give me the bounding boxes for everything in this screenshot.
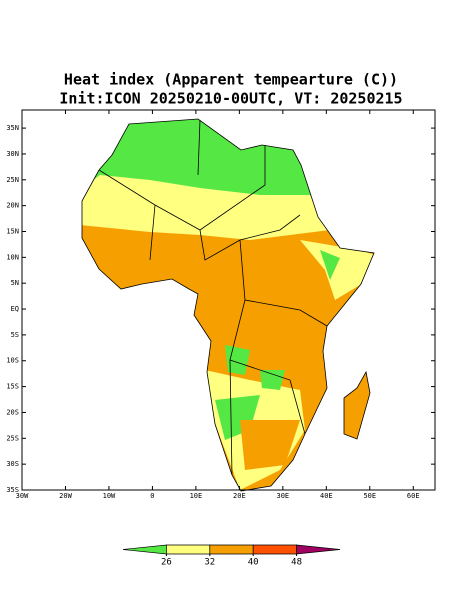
x-tick-label: 10W bbox=[103, 492, 116, 500]
x-tick-label: 20W bbox=[59, 492, 72, 500]
subtitle: Init:ICON 20250210-00UTC, VT: 20250215 bbox=[59, 90, 402, 108]
x-tick-label: 40E bbox=[320, 492, 333, 500]
y-tick-label: 30N bbox=[6, 150, 19, 158]
colorbar-label: 32 bbox=[204, 558, 215, 568]
y-tick-label: 35S bbox=[6, 486, 19, 494]
y-tick-label: 20S bbox=[6, 408, 19, 416]
x-tick-label: 0 bbox=[150, 492, 154, 500]
y-tick-label: 30S bbox=[6, 460, 19, 468]
y-tick-label: 5N bbox=[11, 279, 19, 287]
title: Heat index (Apparent tempearture (C)) bbox=[64, 71, 398, 89]
x-tick-label: 20E bbox=[233, 492, 246, 500]
map-frame bbox=[21, 109, 436, 491]
colorbar-label: 26 bbox=[161, 558, 172, 568]
colorbar-segment bbox=[209, 544, 254, 555]
y-tick-label: 35N bbox=[6, 124, 19, 132]
colorbar-segment bbox=[166, 544, 211, 555]
y-tick-label: 5S bbox=[11, 331, 19, 339]
y-tick-label: 20N bbox=[6, 202, 19, 210]
y-tick-label: 25N bbox=[6, 176, 19, 184]
colorbar-segment bbox=[252, 544, 297, 555]
x-tick-label: 60E bbox=[407, 492, 420, 500]
colorbar-label: 48 bbox=[291, 558, 302, 568]
y-tick-label: 25S bbox=[6, 434, 19, 442]
y-tick-label: 15N bbox=[6, 227, 19, 235]
x-tick-label: 50E bbox=[363, 492, 376, 500]
colorbar-segment bbox=[296, 544, 341, 555]
colorbar-segment bbox=[122, 544, 167, 555]
y-tick-label: EQ bbox=[11, 305, 19, 313]
y-tick-label: 10S bbox=[6, 357, 19, 365]
x-tick-label: 10E bbox=[190, 492, 203, 500]
y-tick-label: 10N bbox=[6, 253, 19, 261]
colorbar-label: 40 bbox=[248, 558, 259, 568]
y-tick-label: 15S bbox=[6, 383, 19, 391]
x-tick-label: 30E bbox=[277, 492, 290, 500]
heat-field bbox=[82, 119, 374, 491]
x-tick-label: 30W bbox=[16, 492, 29, 500]
borders bbox=[81, 118, 375, 492]
